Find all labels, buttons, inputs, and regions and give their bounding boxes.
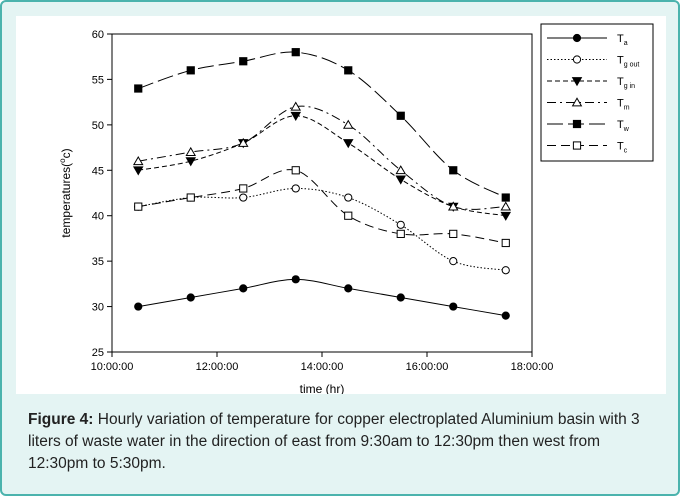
legend-label: Tw — [617, 119, 630, 133]
data-point — [186, 293, 195, 302]
legend-box — [540, 23, 654, 162]
data-point — [344, 211, 353, 220]
data-point — [344, 193, 353, 202]
x-tick-label: 18:00:00 — [511, 361, 554, 373]
legend-marker — [572, 55, 582, 64]
data-point — [290, 101, 302, 111]
y-tick-label: 30 — [92, 302, 104, 314]
legend-label: Tg in — [617, 76, 635, 90]
series-m — [132, 101, 512, 211]
data-point — [134, 302, 143, 311]
data-point — [447, 201, 459, 211]
data-point — [501, 238, 510, 248]
x-axis-label: time (hr) — [300, 382, 345, 394]
data-point — [291, 48, 300, 57]
data-point — [449, 302, 458, 311]
data-point — [500, 201, 512, 211]
data-point — [237, 137, 249, 147]
data-point — [291, 184, 300, 193]
x-tick-label: 10:00:00 — [91, 361, 134, 373]
y-tick-label: 55 — [92, 74, 104, 86]
y-tick-label: 40 — [92, 211, 104, 223]
data-point — [290, 111, 302, 121]
legend-label: Tg out — [617, 55, 639, 69]
data-point — [449, 166, 458, 175]
data-point — [185, 146, 197, 157]
data-point — [501, 311, 510, 320]
data-point — [501, 193, 510, 202]
y-tick-label: 35 — [92, 256, 104, 268]
y-tick-label: 60 — [92, 29, 104, 41]
data-point — [134, 84, 143, 93]
data-point — [342, 139, 354, 149]
data-point — [134, 202, 143, 211]
legend-marker — [572, 119, 582, 129]
data-point — [132, 156, 144, 166]
data-point — [291, 166, 300, 175]
data-point — [239, 284, 248, 293]
data-point — [239, 184, 248, 193]
data-point — [186, 66, 195, 75]
data-point — [500, 211, 512, 221]
y-axis-label: temperatures(oc) — [58, 148, 73, 237]
legend-marker — [572, 141, 582, 150]
figure-caption: Figure 4: Hourly variation of temperatur… — [28, 409, 658, 475]
series-line — [138, 51, 506, 198]
legend-marker — [572, 33, 582, 43]
data-point — [396, 111, 405, 120]
caption-label: Figure 4: — [28, 411, 94, 428]
series-line — [138, 278, 506, 317]
data-point — [501, 266, 510, 275]
series-w — [134, 48, 510, 202]
data-point — [449, 229, 458, 238]
temperature-line-chart: 25 30 35 40 45 50 55 60 10:00:00 12:00:00 14:00:00… — [58, 23, 654, 396]
series-line — [138, 187, 506, 271]
data-point — [395, 175, 407, 185]
x-tick-label: 12:00:00 — [196, 361, 239, 373]
y-tick-label: 45 — [92, 165, 104, 177]
legend-label: Ta — [617, 33, 628, 47]
data-point — [395, 165, 407, 175]
legend: Ta Tg out Tg in Tm Tw Tc — [540, 23, 654, 162]
data-point — [291, 275, 300, 284]
data-point — [132, 166, 144, 176]
legend-marker — [571, 97, 583, 107]
data-point — [344, 66, 353, 75]
data-point — [396, 293, 405, 302]
data-point — [186, 193, 195, 202]
caption-text: Hourly variation of temperature for copp… — [28, 411, 640, 472]
series-c — [134, 166, 510, 248]
plot-area — [111, 33, 533, 353]
data-point — [185, 157, 197, 167]
data-point — [449, 257, 458, 266]
data-point — [344, 284, 353, 293]
data-point — [239, 193, 248, 202]
series-line — [138, 169, 506, 244]
data-point — [239, 57, 248, 66]
data-point — [396, 229, 405, 238]
series-line — [138, 105, 506, 210]
data-point — [342, 119, 354, 129]
series-a — [134, 275, 510, 320]
legend-label: Tc — [617, 141, 628, 155]
x-tick-label: 14:00:00 — [301, 361, 344, 373]
legend-marker — [571, 77, 583, 87]
chart-panel: 25 30 35 40 45 50 55 60 10:00:00 12:00:00 14:00:00… — [16, 16, 666, 396]
legend-label: Tm — [617, 98, 630, 112]
x-tick-label: 16:00:00 — [406, 361, 449, 373]
data-point — [396, 220, 405, 229]
y-tick-label: 25 — [92, 347, 104, 359]
y-tick-label: 50 — [92, 120, 104, 132]
